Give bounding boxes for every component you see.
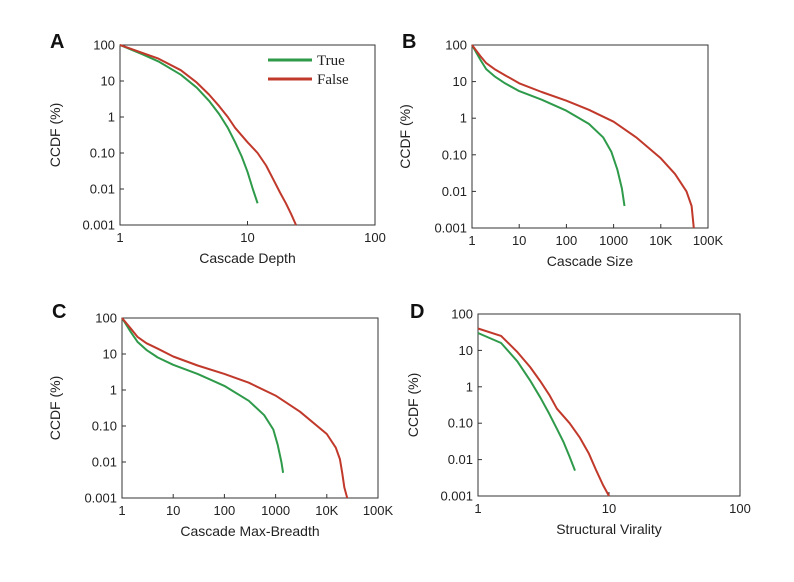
y-tick-label: 10	[101, 74, 115, 89]
series-line-true	[477, 332, 576, 471]
x-tick-label: 10	[166, 503, 180, 518]
y-axis-label: CCDF (%)	[47, 103, 63, 168]
y-tick-label: 1	[460, 111, 467, 126]
panel-letter: D	[410, 301, 424, 323]
y-tick-label: 0.01	[442, 184, 467, 199]
series-line-false	[121, 317, 349, 499]
x-tick-label: 1	[474, 501, 481, 516]
legend-label-false: False	[317, 72, 349, 88]
series-line-false	[471, 44, 695, 229]
y-tick-label: 100	[95, 311, 117, 326]
panel-letter: A	[50, 31, 64, 53]
x-tick-label: 100	[729, 501, 751, 516]
x-axis-label: Cascade Size	[547, 253, 634, 269]
x-tick-label: 100K	[363, 503, 394, 518]
panel-a: A 1 10 100 100 10 1 0.10 0.01 0.001 Cascade Depth C…	[47, 31, 386, 266]
y-tick-label: 0.001	[82, 218, 115, 233]
y-tick-label: 10	[453, 74, 467, 89]
x-tick-label: 100K	[693, 233, 724, 248]
x-tick-label: 10	[512, 233, 526, 248]
x-tick-label: 100	[556, 233, 578, 248]
series-line-false	[119, 44, 297, 226]
x-tick-label: 1	[116, 230, 123, 245]
x-axis-label: Cascade Max-Breadth	[180, 523, 319, 539]
y-tick-label: 100	[445, 38, 467, 53]
y-tick-label: 0.01	[90, 182, 115, 197]
y-axis-label: CCDF (%)	[405, 373, 421, 438]
x-tick-label: 10	[240, 230, 254, 245]
y-tick-label: 0.001	[440, 489, 473, 504]
series-line-false	[477, 327, 610, 497]
x-tick-label: 10	[602, 501, 616, 516]
y-axis-label: CCDF (%)	[397, 104, 413, 169]
y-tick-label: 1	[108, 110, 115, 125]
series-line-true	[119, 44, 259, 204]
panel-letter: C	[52, 301, 66, 323]
x-tick-label: 100	[364, 230, 386, 245]
x-tick-label: 10K	[649, 233, 672, 248]
y-tick-label: 10	[103, 347, 117, 362]
y-tick-label: 100	[451, 307, 473, 322]
legend: True False	[268, 53, 349, 88]
y-tick-label: 0.10	[92, 419, 117, 434]
y-tick-label: 100	[93, 38, 115, 53]
y-tick-label: 0.10	[442, 147, 467, 162]
x-axis-label: Cascade Depth	[199, 250, 296, 266]
y-tick-label: 1	[466, 379, 473, 394]
x-tick-label: 1000	[261, 503, 290, 518]
plot-frame	[477, 313, 741, 497]
y-tick-label: 0.001	[84, 491, 117, 506]
x-axis-label: Structural Virality	[556, 521, 662, 537]
x-tick-label: 100	[214, 503, 236, 518]
y-tick-label: 0.01	[448, 452, 473, 467]
y-tick-label: 10	[459, 343, 473, 358]
panel-b: B 1 10 100 1000 10K 100K 100 10 1 0.10 0.01 0.001 Cas…	[397, 31, 724, 269]
legend-label-true: True	[317, 53, 345, 69]
panel-d: D 1 10 100 100 10 1 0.10 0.01 0.001 Structural Vir…	[405, 301, 751, 537]
y-tick-label: 1	[110, 383, 117, 398]
x-tick-label: 1	[118, 503, 125, 518]
series-line-true	[121, 317, 285, 473]
panel-c: C 1 10 100 1000 10K 100K 100 10 1 0.10 0.01 0.001 Cas…	[47, 301, 394, 539]
series-line-true	[471, 44, 626, 207]
plot-frame	[471, 44, 709, 229]
x-tick-label: 1	[468, 233, 475, 248]
y-tick-label: 0.10	[90, 146, 115, 161]
x-tick-label: 1000	[599, 233, 628, 248]
y-axis-label: CCDF (%)	[47, 376, 63, 441]
plot-frame	[121, 317, 379, 499]
y-tick-label: 0.001	[434, 221, 467, 236]
y-tick-label: 0.01	[92, 455, 117, 470]
y-tick-label: 0.10	[448, 416, 473, 431]
panel-letter: B	[402, 31, 416, 53]
x-tick-label: 10K	[315, 503, 338, 518]
